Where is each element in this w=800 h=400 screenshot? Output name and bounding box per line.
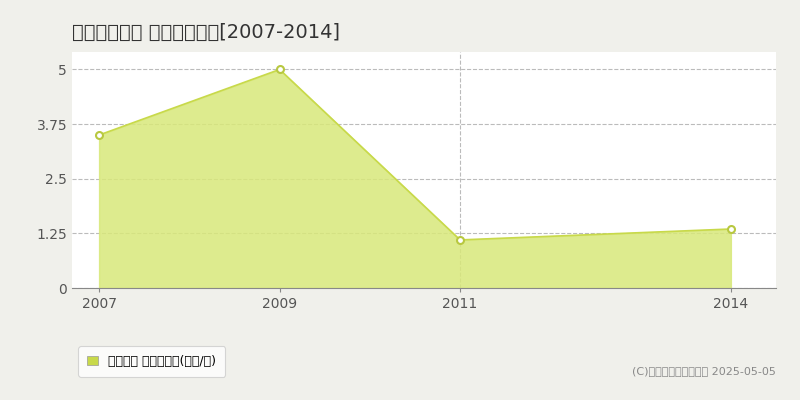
Legend: 土地価格 平均坪単価(万円/坪): 土地価格 平均坪単価(万円/坪) — [78, 346, 225, 377]
Text: 下野市中大領 土地価格推移[2007-2014]: 下野市中大領 土地価格推移[2007-2014] — [72, 23, 340, 42]
Text: (C)土地価格ドットコム 2025-05-05: (C)土地価格ドットコム 2025-05-05 — [632, 366, 776, 376]
